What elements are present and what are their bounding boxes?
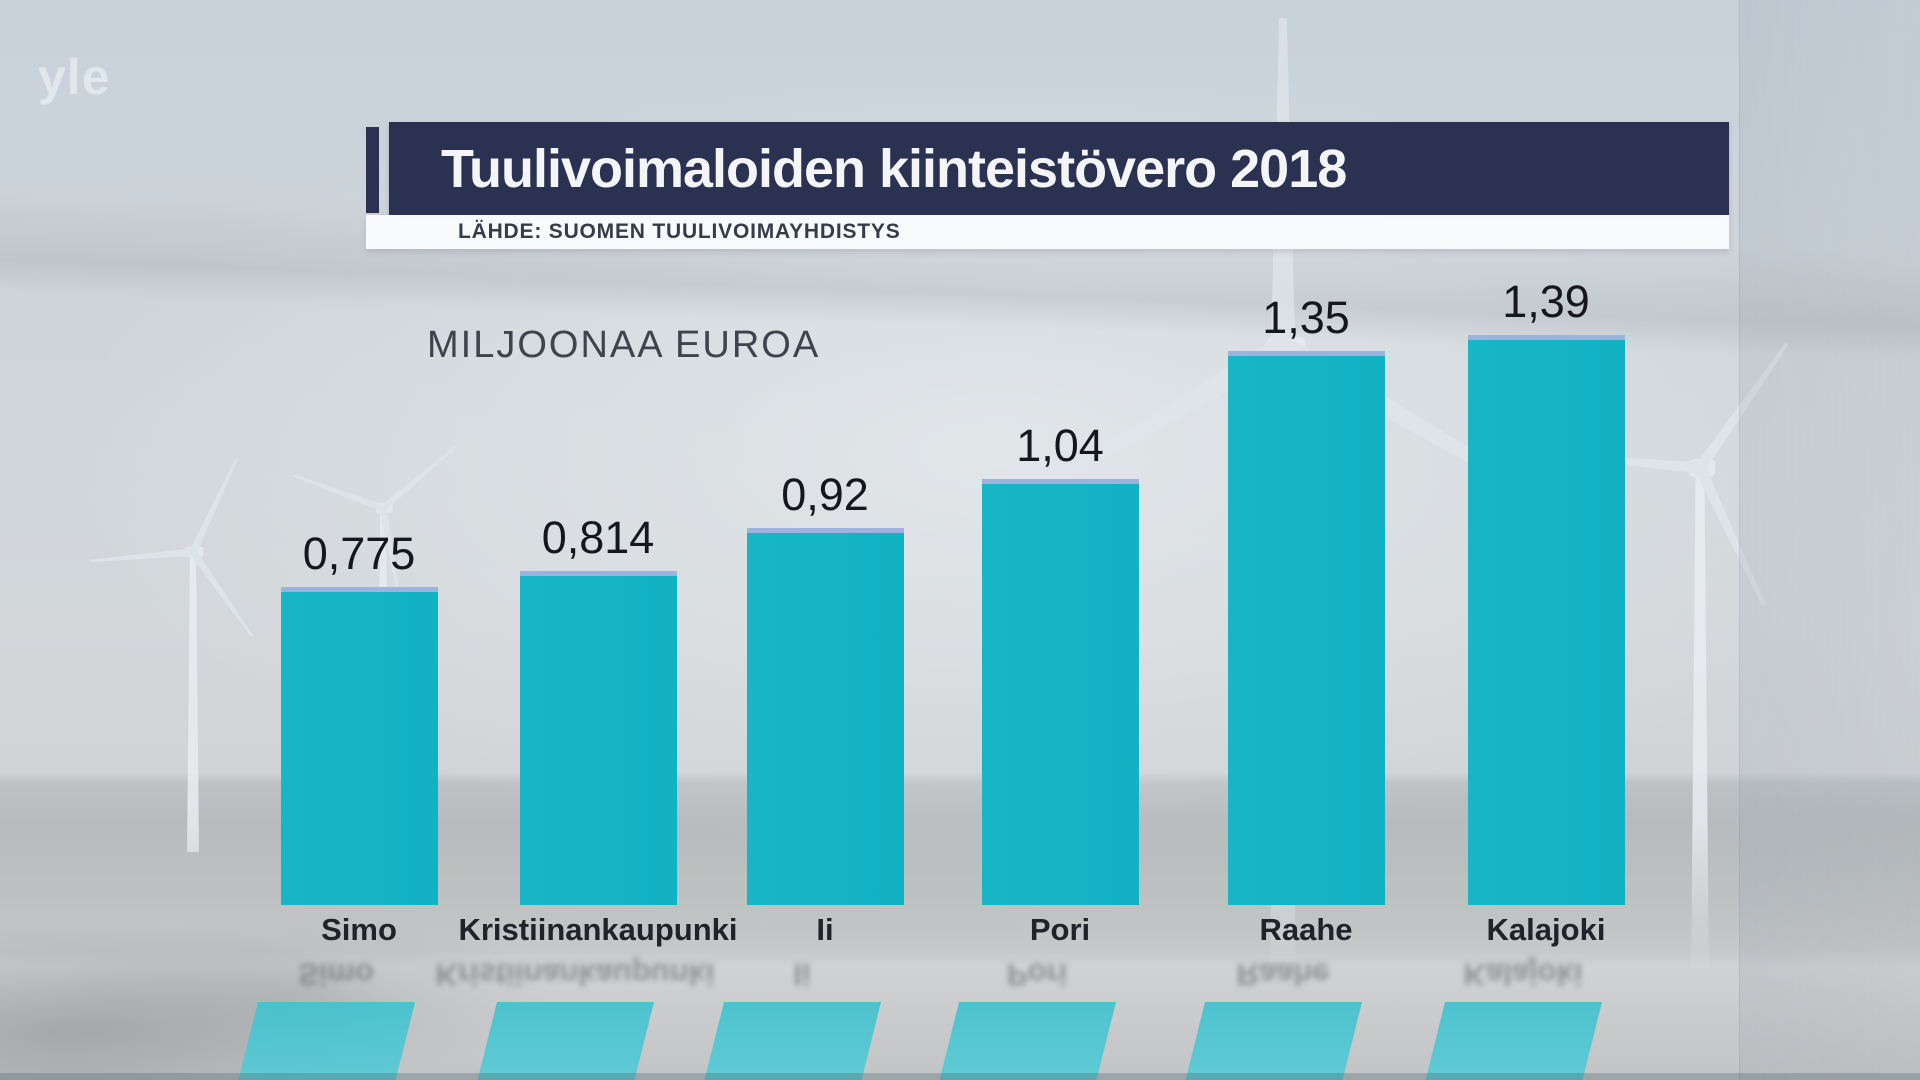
title-bar: Tuulivoimaloiden kiinteistövero 2018 (389, 122, 1729, 215)
source-label: LÄHDE: SUOMEN TUULIVOIMAYHDISTYS (458, 220, 901, 243)
studio-panel-seam (1739, 0, 1920, 1080)
unit-label: MILJOONAA EUROA (427, 324, 821, 366)
bottom-edge-shadow (0, 1073, 1920, 1080)
chart-header: Tuulivoimaloiden kiinteistövero 2018 LÄH… (0, 0, 1920, 260)
wind-turbine-icon (87, 420, 320, 852)
title-accent-bar (366, 127, 379, 213)
wind-turbine-icon (290, 382, 510, 788)
chart-title: Tuulivoimaloiden kiinteistövero 2018 (441, 138, 1347, 199)
source-bar: LÄHDE: SUOMEN TUULIVOIMAYHDISTYS (366, 215, 1729, 249)
yle-logo: yle (38, 49, 111, 105)
